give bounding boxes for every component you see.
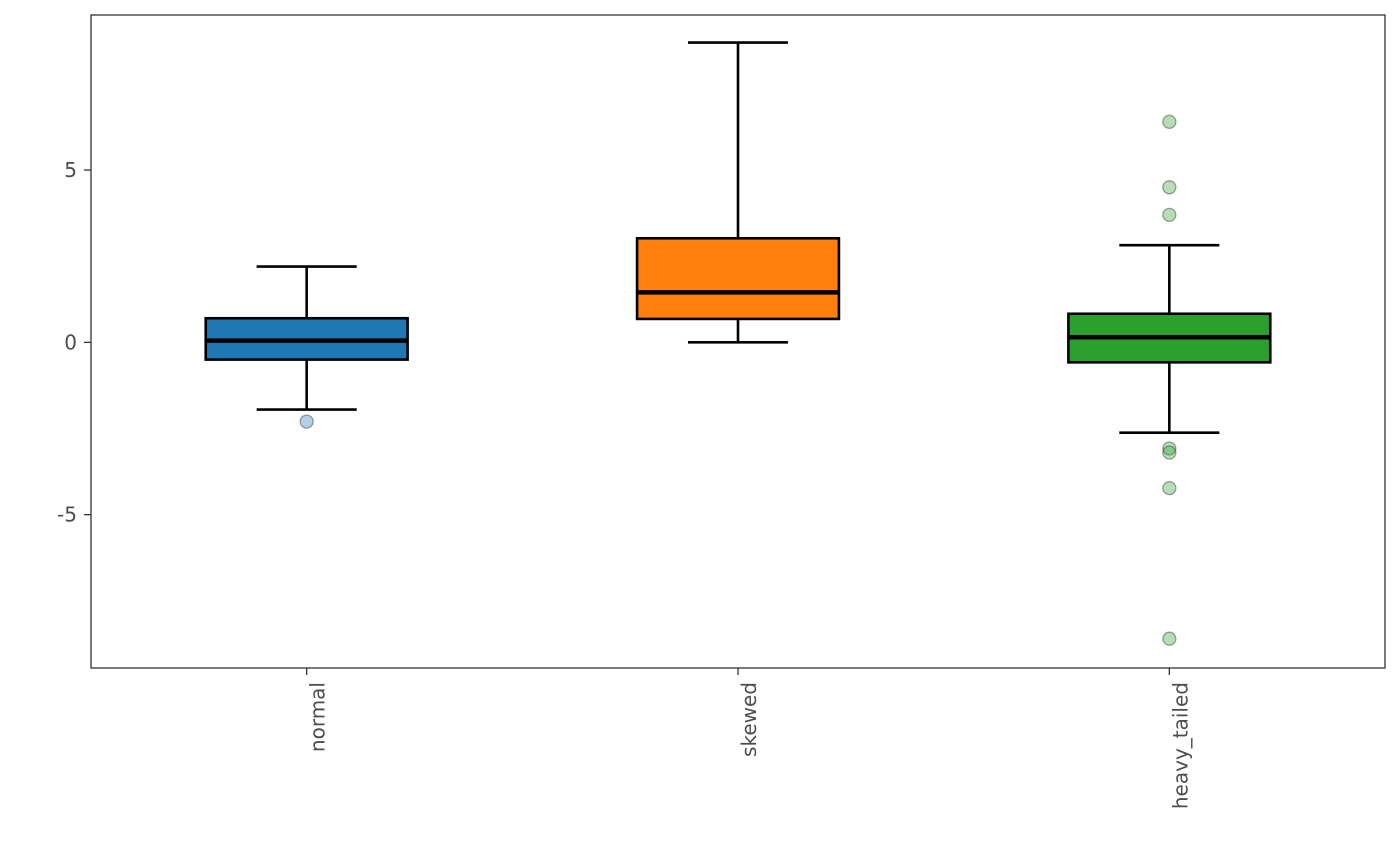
outlier-point xyxy=(1162,445,1177,460)
outlier-point xyxy=(1162,631,1177,646)
box-normal xyxy=(204,265,409,429)
outlier-point xyxy=(1162,207,1177,223)
x-tick-label: normal xyxy=(306,682,330,752)
outlier-point xyxy=(299,414,314,429)
box-iqr xyxy=(635,236,841,321)
outlier-point xyxy=(1162,114,1177,129)
outlier-point xyxy=(1162,180,1177,195)
box-heavy_tailed xyxy=(1067,114,1272,646)
y-tick-label: -5 xyxy=(57,503,77,527)
x-axis: normal skewed heavy_tailed xyxy=(306,668,1192,809)
y-tick-label: 5 xyxy=(64,158,77,182)
outlier-point xyxy=(1162,480,1177,496)
y-axis: -5 0 5 xyxy=(57,158,91,527)
boxes xyxy=(204,41,1272,646)
x-tick-label: skewed xyxy=(737,682,761,757)
y-tick-label: 0 xyxy=(64,330,77,354)
outlier-point xyxy=(1162,441,1177,456)
x-tick-label: heavy_tailed xyxy=(1168,682,1192,809)
box-skewed xyxy=(635,41,841,344)
